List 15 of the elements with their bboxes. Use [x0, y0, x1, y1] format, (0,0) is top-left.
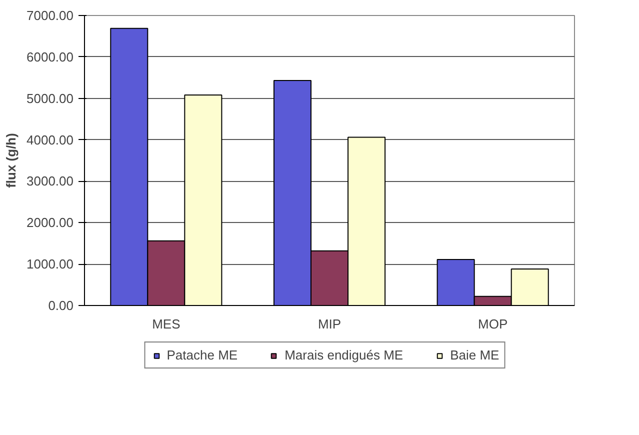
- legend-label: Marais endigués ME: [284, 348, 404, 362]
- y-tick-label: 2000.00: [26, 215, 74, 230]
- legend-label: Patache ME: [166, 348, 238, 362]
- x-tick-label: MES: [152, 316, 181, 332]
- legend-label: Baie ME: [450, 348, 500, 362]
- y-tick-label: 4000.00: [26, 132, 74, 148]
- y-tick-label: 3000.00: [26, 174, 74, 189]
- y-tick-label: 7000.00: [26, 8, 74, 23]
- y-tick-label: 5000.00: [26, 90, 74, 106]
- y-tick-label: 0.00: [48, 298, 74, 313]
- y-axis-title: flux (g/h): [4, 133, 19, 188]
- y-tick-label: 1000.00: [26, 256, 74, 272]
- x-tick-label: MOP: [478, 316, 508, 332]
- y-tick-label: 6000.00: [26, 49, 74, 64]
- x-tick-label: MIP: [318, 316, 342, 332]
